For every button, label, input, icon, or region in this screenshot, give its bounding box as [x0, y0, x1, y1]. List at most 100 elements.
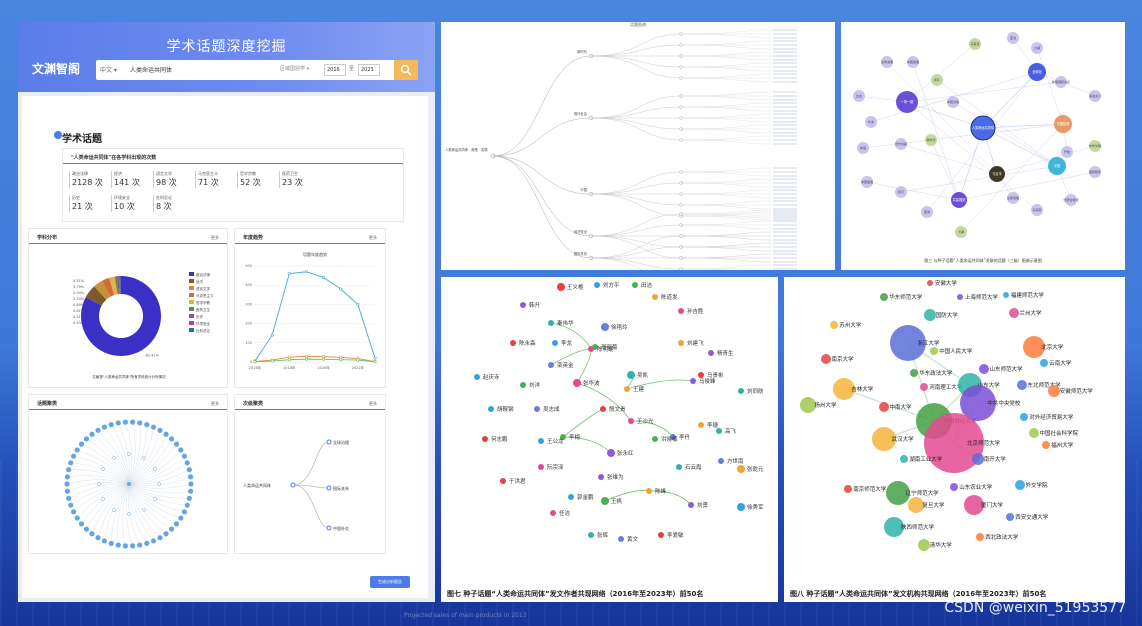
- cluster-node[interactable]: [83, 526, 90, 532]
- tree-leaf-node[interactable]: [326, 439, 332, 445]
- cluster-node[interactable]: [70, 509, 77, 515]
- data-point[interactable]: [339, 358, 343, 362]
- cluster-hub[interactable]: [127, 452, 131, 456]
- author-node[interactable]: [560, 434, 566, 440]
- author-node[interactable]: [628, 418, 634, 424]
- network-leaf-node[interactable]: [921, 206, 933, 218]
- author-node[interactable]: [594, 282, 600, 288]
- author-node[interactable]: [690, 378, 696, 384]
- cluster-node[interactable]: [89, 531, 95, 537]
- institution-node[interactable]: [918, 539, 930, 551]
- author-node[interactable]: [573, 379, 581, 387]
- network-leaf-node[interactable]: [895, 186, 907, 198]
- data-point[interactable]: [373, 360, 377, 364]
- author-node[interactable]: [678, 340, 684, 346]
- author-node[interactable]: [678, 308, 684, 314]
- cluster-hub[interactable]: [142, 456, 146, 460]
- institution-node[interactable]: [1003, 292, 1009, 298]
- network-leaf-node[interactable]: [907, 56, 919, 68]
- institution-node[interactable]: [1006, 513, 1014, 521]
- network-hub-node[interactable]: [896, 91, 918, 113]
- author-node[interactable]: [588, 532, 594, 538]
- institution-node[interactable]: [964, 495, 984, 515]
- network-hub-node[interactable]: [1048, 157, 1066, 175]
- data-point[interactable]: [270, 333, 274, 337]
- author-node[interactable]: [607, 449, 615, 457]
- tree-node[interactable]: [679, 267, 683, 270]
- data-point[interactable]: [304, 354, 308, 358]
- author-node[interactable]: [658, 532, 664, 538]
- institution-node[interactable]: [800, 397, 816, 413]
- network-leaf-node[interactable]: [955, 226, 967, 238]
- author-node[interactable]: [738, 388, 744, 394]
- network-leaf-node[interactable]: [1061, 146, 1073, 158]
- network-leaf-node[interactable]: [969, 38, 981, 50]
- author-node[interactable]: [520, 302, 526, 308]
- author-node[interactable]: [624, 386, 630, 392]
- cluster-hub[interactable]: [112, 508, 116, 512]
- cluster-node[interactable]: [137, 420, 143, 426]
- cluster-node[interactable]: [64, 481, 70, 487]
- institution-node[interactable]: [844, 485, 852, 493]
- author-node[interactable]: [670, 434, 676, 440]
- cluster-hub[interactable]: [142, 508, 146, 512]
- institution-node[interactable]: [821, 354, 831, 364]
- cluster-node[interactable]: [83, 436, 90, 442]
- cluster-hub[interactable]: [127, 512, 131, 516]
- cluster-node[interactable]: [181, 509, 188, 515]
- author-node[interactable]: [646, 488, 652, 494]
- author-node[interactable]: [737, 503, 745, 511]
- institution-node[interactable]: [972, 453, 984, 465]
- cluster-hub[interactable]: [97, 482, 101, 486]
- network-leaf-node[interactable]: [853, 90, 865, 102]
- author-node[interactable]: [510, 340, 516, 346]
- institution-node[interactable]: [920, 383, 928, 391]
- generate-report-button[interactable]: 生成分析报告: [370, 576, 410, 588]
- network-leaf-node[interactable]: [947, 96, 959, 108]
- institution-node[interactable]: [1029, 428, 1039, 438]
- cluster-node[interactable]: [66, 467, 72, 473]
- cluster-node[interactable]: [122, 419, 128, 425]
- cluster-node[interactable]: [157, 535, 163, 541]
- cluster-node[interactable]: [78, 521, 85, 527]
- institution-node[interactable]: [884, 517, 904, 537]
- author-node[interactable]: [688, 502, 694, 508]
- network-leaf-node[interactable]: [861, 176, 873, 188]
- network-leaf-node[interactable]: [1031, 204, 1043, 216]
- author-node[interactable]: [632, 282, 638, 288]
- cluster-node[interactable]: [150, 538, 157, 544]
- author-node[interactable]: [538, 464, 544, 470]
- cluster-node[interactable]: [187, 488, 194, 494]
- cluster-root[interactable]: [127, 482, 131, 486]
- cluster-node[interactable]: [115, 420, 121, 426]
- cluster-node[interactable]: [66, 495, 72, 501]
- author-node[interactable]: [588, 346, 594, 352]
- data-point[interactable]: [304, 270, 308, 274]
- network-hub-node[interactable]: [989, 166, 1005, 182]
- data-point[interactable]: [253, 360, 257, 364]
- cluster-node[interactable]: [184, 502, 190, 508]
- language-select[interactable]: 中文 ▾: [100, 67, 117, 74]
- author-node[interactable]: [568, 494, 574, 500]
- cluster-node[interactable]: [144, 540, 150, 546]
- cluster-hub[interactable]: [157, 482, 161, 486]
- institution-node[interactable]: [960, 385, 996, 421]
- network-leaf-node[interactable]: [1031, 42, 1043, 54]
- network-center-node[interactable]: [970, 115, 996, 141]
- data-point[interactable]: [339, 287, 343, 291]
- network-leaf-node[interactable]: [865, 116, 877, 128]
- data-point[interactable]: [270, 359, 274, 363]
- data-point[interactable]: [322, 357, 326, 361]
- network-leaf-node[interactable]: [1065, 194, 1077, 206]
- institution-node[interactable]: [1048, 385, 1060, 397]
- search-button[interactable]: [394, 60, 418, 80]
- institution-node[interactable]: [833, 378, 855, 400]
- institution-node[interactable]: [1015, 480, 1025, 490]
- author-node[interactable]: [627, 371, 635, 379]
- institution-node[interactable]: [910, 369, 918, 377]
- cluster-node[interactable]: [178, 515, 184, 521]
- cluster-node[interactable]: [188, 481, 194, 487]
- author-node[interactable]: [676, 464, 682, 470]
- data-point[interactable]: [287, 355, 291, 359]
- network-leaf-node[interactable]: [895, 138, 907, 150]
